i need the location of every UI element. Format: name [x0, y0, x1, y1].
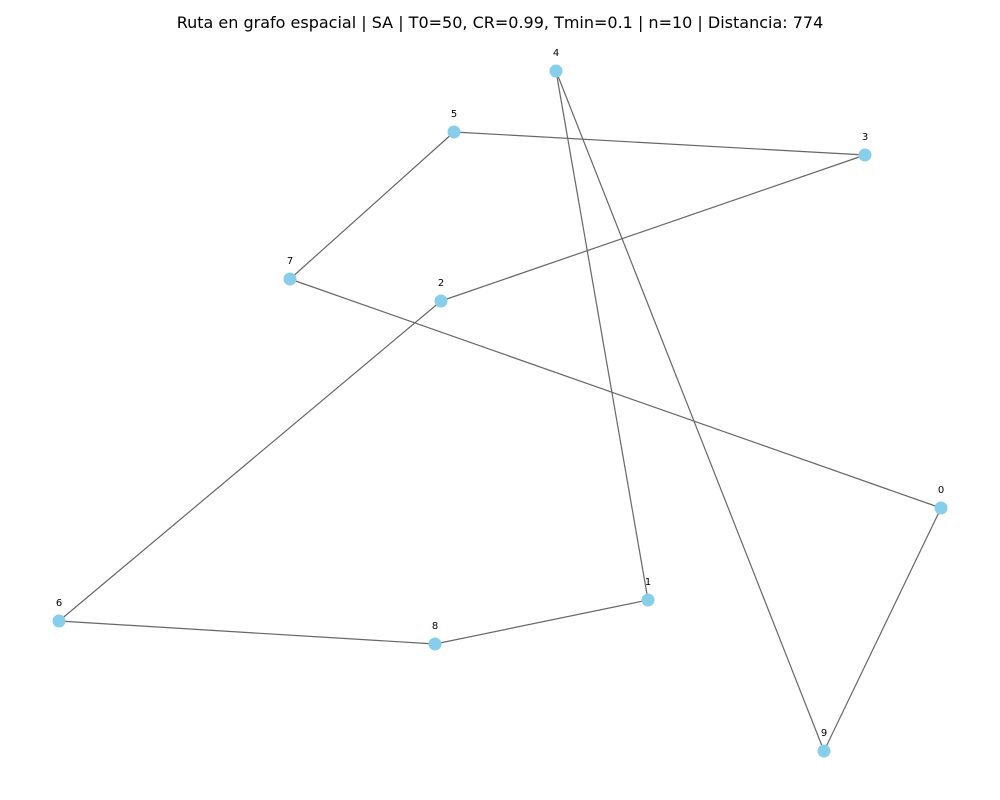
node-label-7: 7 — [287, 256, 293, 267]
node-label-9: 9 — [821, 728, 827, 739]
node-9 — [817, 744, 831, 758]
edge-5-3 — [453, 131, 866, 156]
node-8 — [428, 637, 442, 651]
edge-2-6 — [58, 300, 442, 622]
node-label-3: 3 — [862, 132, 868, 143]
edge-1-4 — [555, 70, 649, 601]
node-3 — [858, 148, 872, 162]
labels-layer: 0 1 2 3 4 5 6 7 8 9 — [56, 48, 944, 739]
edge-4-9 — [555, 70, 825, 752]
node-5 — [447, 125, 461, 139]
title: Ruta en grafo espacial | SA | T0=50, CR=… — [176, 13, 824, 32]
node-4 — [549, 64, 563, 78]
nodes-layer — [52, 64, 948, 758]
node-2 — [434, 294, 448, 308]
node-7 — [283, 272, 297, 286]
node-label-8: 8 — [432, 621, 438, 632]
edge-7-5 — [289, 131, 455, 280]
node-label-5: 5 — [451, 109, 457, 120]
edge-6-8 — [58, 620, 436, 645]
edge-8-1 — [434, 599, 649, 645]
edge-3-2 — [440, 154, 866, 302]
edge-0-7 — [289, 278, 942, 509]
node-label-4: 4 — [553, 48, 559, 59]
node-label-0: 0 — [938, 485, 944, 496]
node-1 — [641, 593, 655, 607]
node-label-6: 6 — [56, 598, 62, 609]
edge-9-0 — [823, 507, 942, 752]
edges-layer — [58, 70, 942, 752]
node-label-2: 2 — [438, 278, 444, 289]
node-label-1: 1 — [645, 577, 651, 588]
node-6 — [52, 614, 66, 628]
node-0 — [934, 501, 948, 515]
